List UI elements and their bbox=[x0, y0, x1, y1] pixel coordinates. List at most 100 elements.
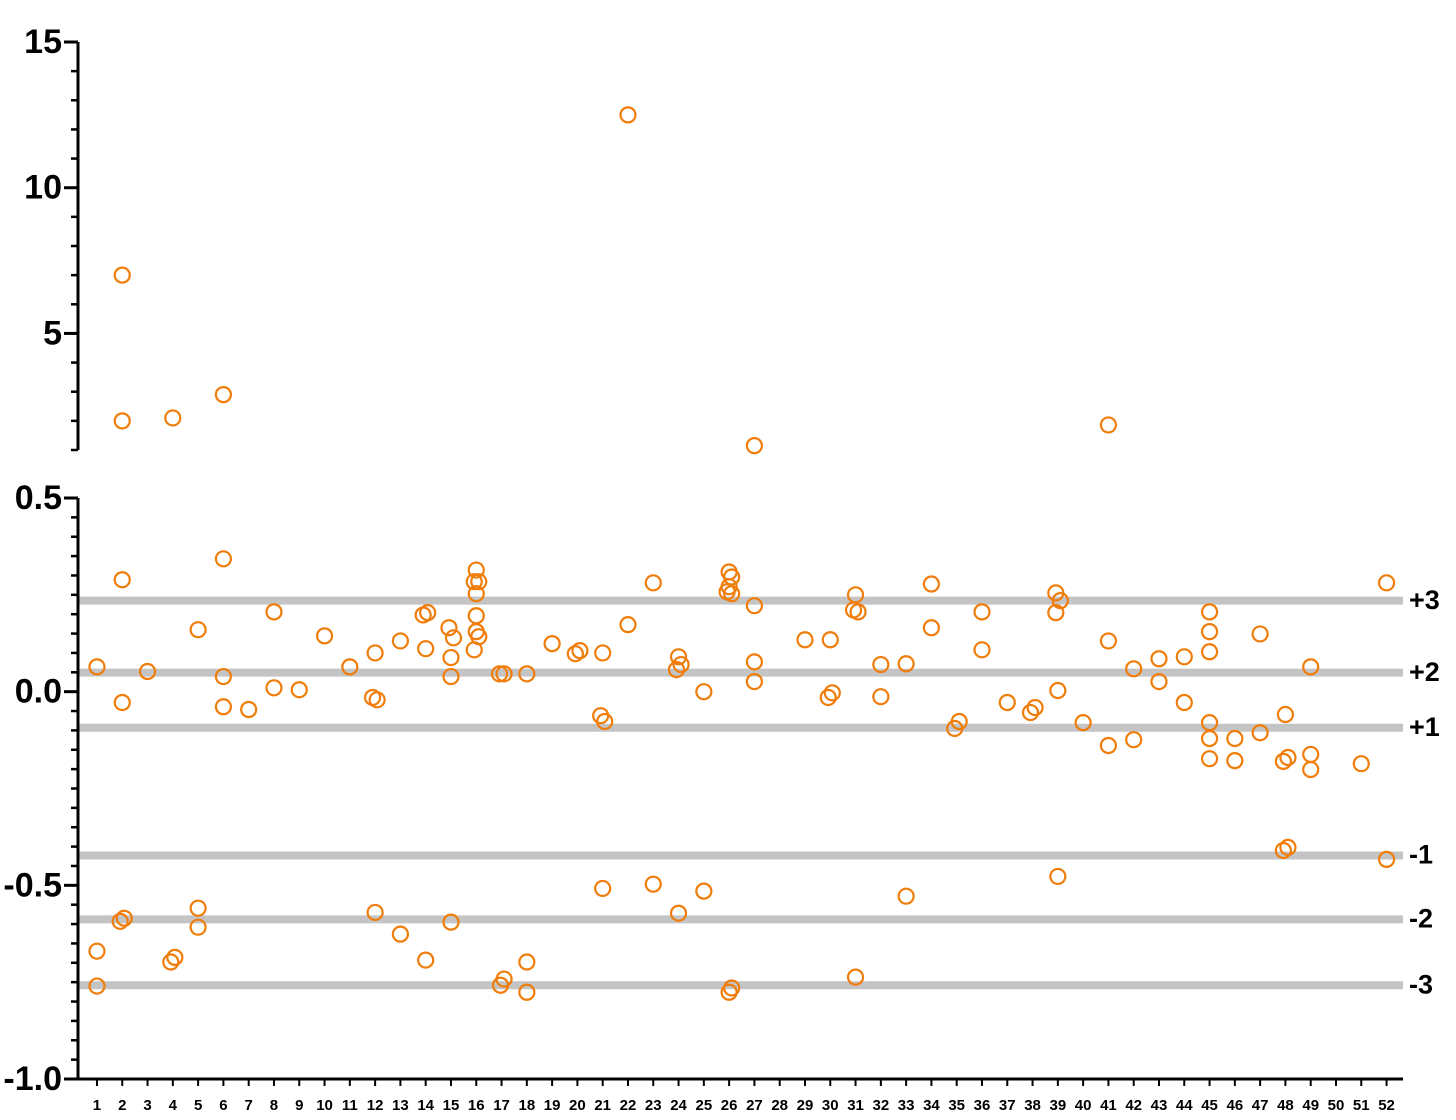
data-point bbox=[644, 875, 662, 893]
data-point bbox=[341, 658, 359, 676]
x-tick-label: 38 bbox=[1024, 1097, 1041, 1114]
data-point bbox=[672, 655, 690, 674]
data-point bbox=[1026, 698, 1044, 717]
data-point bbox=[189, 899, 207, 917]
x-tick-label: 43 bbox=[1151, 1097, 1168, 1114]
reference-label: +3 bbox=[1409, 585, 1440, 615]
x-tick-label: 40 bbox=[1075, 1097, 1092, 1114]
x-tick-label: 12 bbox=[367, 1097, 384, 1114]
data-point bbox=[265, 679, 283, 697]
data-point bbox=[518, 983, 536, 1001]
x-tick-label: 36 bbox=[974, 1097, 991, 1114]
data-point bbox=[495, 665, 513, 683]
data-point bbox=[543, 635, 561, 653]
x-tick-label: 31 bbox=[847, 1097, 864, 1114]
x-tick-label: 26 bbox=[721, 1097, 738, 1114]
data-point bbox=[1021, 703, 1040, 722]
x-tick-label: 30 bbox=[822, 1097, 839, 1114]
data-point bbox=[566, 645, 584, 663]
x-tick-label: 22 bbox=[620, 1097, 637, 1114]
data-point bbox=[113, 412, 131, 430]
x-tick-label: 14 bbox=[417, 1097, 434, 1114]
data-point bbox=[368, 691, 386, 709]
data-point bbox=[88, 977, 106, 995]
reference-label: +1 bbox=[1409, 712, 1440, 742]
x-tick-label: 3 bbox=[143, 1097, 151, 1114]
x-tick-label: 4 bbox=[169, 1097, 178, 1114]
data-point bbox=[1352, 755, 1370, 773]
x-tick-label: 18 bbox=[518, 1097, 535, 1114]
data-point bbox=[571, 642, 589, 660]
x-tick-label: 13 bbox=[392, 1097, 409, 1114]
data-point bbox=[1274, 752, 1292, 770]
reference-label: -2 bbox=[1409, 904, 1433, 934]
data-point bbox=[619, 106, 637, 124]
data-point bbox=[1099, 736, 1118, 755]
data-point bbox=[1251, 625, 1269, 643]
data-point bbox=[1049, 681, 1067, 700]
data-point bbox=[518, 665, 536, 683]
data-point bbox=[745, 653, 764, 671]
x-tick-label: 42 bbox=[1125, 1097, 1142, 1114]
x-tick-label: 27 bbox=[746, 1097, 763, 1114]
data-point bbox=[1200, 603, 1219, 621]
data-point bbox=[998, 693, 1016, 712]
data-point bbox=[366, 903, 384, 922]
data-point bbox=[1302, 760, 1320, 779]
y-tick-label: 0.0 bbox=[15, 673, 62, 711]
data-point bbox=[872, 688, 890, 706]
data-point bbox=[1200, 643, 1219, 661]
x-tick-label: 51 bbox=[1353, 1097, 1370, 1114]
data-point bbox=[973, 641, 991, 659]
data-point bbox=[819, 688, 837, 707]
data-point bbox=[214, 667, 232, 686]
y-tick-label: 0.5 bbox=[15, 479, 62, 517]
data-point bbox=[442, 648, 460, 667]
x-tick-label: 17 bbox=[493, 1097, 510, 1114]
data-point bbox=[1279, 748, 1297, 767]
data-point bbox=[950, 712, 968, 731]
x-tick-label: 24 bbox=[670, 1097, 687, 1114]
data-point bbox=[796, 631, 814, 649]
data-point bbox=[1279, 838, 1297, 856]
data-point bbox=[823, 684, 841, 702]
data-point bbox=[644, 574, 662, 592]
data-point bbox=[1150, 650, 1168, 668]
x-tick-label: 44 bbox=[1176, 1097, 1193, 1114]
x-tick-label: 35 bbox=[948, 1097, 965, 1114]
y-tick-label: 5 bbox=[43, 314, 62, 352]
x-tick-label: 2 bbox=[118, 1097, 126, 1114]
data-point bbox=[745, 672, 764, 691]
data-point bbox=[1175, 693, 1193, 712]
x-tick-label: 7 bbox=[245, 1097, 253, 1114]
data-point bbox=[1200, 623, 1219, 641]
data-point bbox=[596, 712, 614, 731]
data-point bbox=[467, 585, 485, 603]
data-point bbox=[518, 953, 536, 971]
reference-label: +2 bbox=[1409, 657, 1440, 687]
data-point bbox=[846, 968, 865, 986]
y-tick-label: -0.5 bbox=[3, 866, 62, 904]
data-point bbox=[594, 879, 612, 898]
data-point bbox=[240, 700, 258, 719]
data-point bbox=[849, 603, 867, 621]
x-tick-label: 5 bbox=[194, 1097, 202, 1114]
data-point bbox=[897, 887, 915, 905]
data-point bbox=[1175, 648, 1193, 666]
data-point bbox=[619, 616, 637, 634]
x-tick-label: 48 bbox=[1277, 1097, 1294, 1114]
data-point bbox=[897, 655, 915, 673]
data-point bbox=[594, 644, 612, 662]
data-point bbox=[391, 632, 409, 650]
data-point bbox=[189, 918, 207, 936]
x-tick-label: 20 bbox=[569, 1097, 586, 1114]
data-point bbox=[1274, 841, 1292, 860]
data-point bbox=[444, 629, 463, 647]
data-point bbox=[669, 648, 688, 666]
data-point bbox=[465, 573, 483, 591]
x-tick-label: 15 bbox=[443, 1097, 460, 1114]
data-point bbox=[922, 619, 941, 637]
data-point bbox=[723, 568, 741, 586]
